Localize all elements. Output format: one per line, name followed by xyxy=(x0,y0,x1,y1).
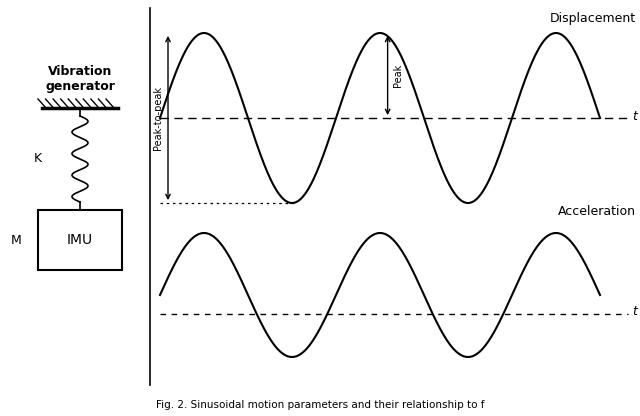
Text: Peak-to-peak: Peak-to-peak xyxy=(153,86,163,150)
Text: M: M xyxy=(12,233,22,247)
Text: Acceleration: Acceleration xyxy=(558,205,636,218)
Text: Fig. 2. Sinusoidal motion parameters and their relationship to f: Fig. 2. Sinusoidal motion parameters and… xyxy=(156,400,484,410)
Text: K: K xyxy=(34,153,42,166)
Text: Peak: Peak xyxy=(392,64,403,87)
Text: IMU: IMU xyxy=(67,233,93,247)
Bar xyxy=(38,210,122,270)
Text: Vibration
generator: Vibration generator xyxy=(45,65,115,93)
Text: Displacement: Displacement xyxy=(550,12,636,25)
Text: t: t xyxy=(632,109,637,122)
Text: t: t xyxy=(632,305,637,318)
